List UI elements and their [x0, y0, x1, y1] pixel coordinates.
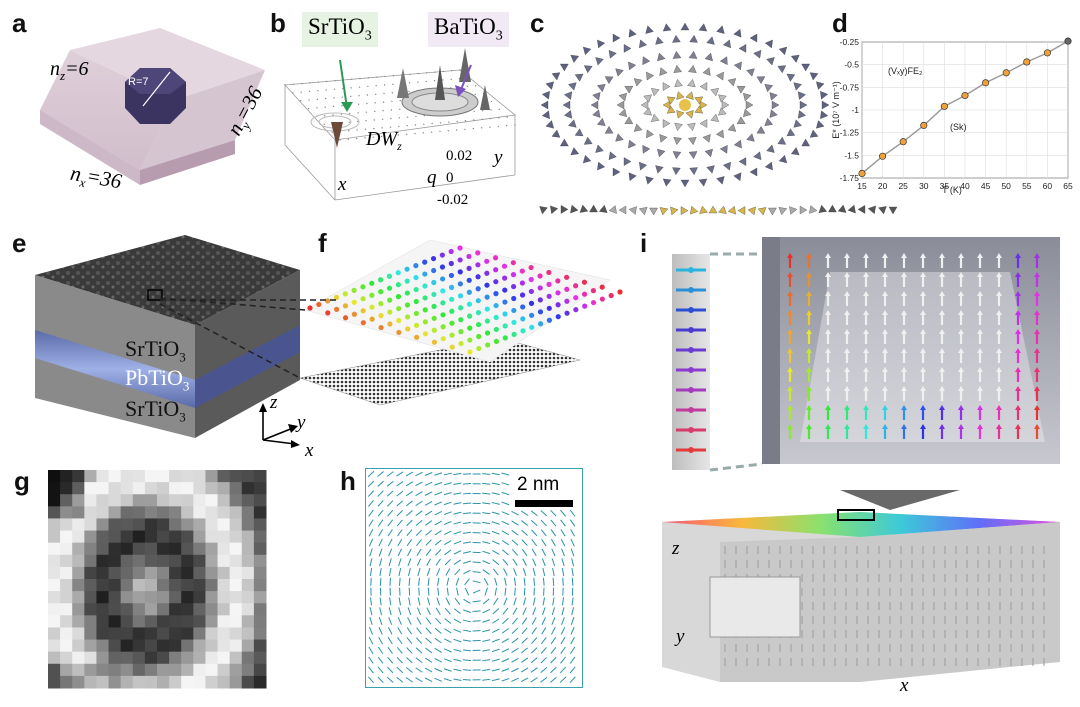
b-tick-3: -0.02: [437, 192, 469, 208]
chart-point: [940, 102, 948, 110]
chart-xtick: 15: [857, 181, 867, 191]
chart-xtick: 45: [981, 181, 991, 191]
panel-c-skyrmion: [539, 22, 898, 216]
chart-point: [899, 138, 907, 146]
panel-label-e: e: [12, 228, 27, 258]
panel-label-i: i: [640, 228, 648, 258]
chart-ytick: -0.5: [844, 60, 859, 70]
panel-label-b: b: [270, 8, 286, 38]
chart-xtick: 35: [940, 181, 950, 191]
b-q-axis: q: [427, 167, 437, 188]
chart-point: [858, 169, 866, 178]
panel-h-vector-field: [365, 468, 583, 688]
panel-a-figure: [40, 28, 265, 185]
radius-label: R=7: [128, 76, 149, 88]
scale-bar-label: 2 nm: [517, 474, 560, 496]
panel-d-chart: 15 20 25 30 35 40 45 50 55 60 65 -0.25 -0.5 -0.75 -1 -1…: [831, 37, 1073, 195]
panel-g-image: [48, 470, 267, 689]
chart-point: [961, 91, 969, 100]
chart-point: [879, 152, 887, 160]
chart-ytick: -1.5: [844, 150, 859, 160]
chart-point: [1023, 58, 1031, 66]
chart-xtick: 30: [919, 181, 929, 191]
e-axes-icon: [259, 403, 300, 448]
panel-label-a: a: [12, 8, 27, 38]
sto-top-label: SrTiO3: [125, 336, 186, 365]
chart-xtick: 20: [878, 181, 888, 191]
chart-xtick: 55: [1022, 181, 1032, 191]
panel-b-figure: [284, 48, 516, 201]
chart-point: [1064, 37, 1072, 45]
chart-xtick: 60: [1043, 181, 1053, 191]
pto-label: PbTiO3: [125, 365, 190, 394]
panel-label-c: c: [530, 8, 545, 38]
chart-ytick: -1.25: [840, 128, 860, 138]
sto-bottom-label: SrTiO3: [125, 396, 186, 425]
chart-ytick: -0.75: [840, 82, 860, 92]
chart-xtick: 40: [960, 181, 970, 191]
e-axis-y: y: [297, 412, 306, 433]
panel-label-g: g: [14, 466, 30, 496]
chart-point: [982, 79, 990, 87]
chart-ylabel: E* (10⁷ V m⁻¹): [831, 81, 841, 139]
b-tick-2: 0: [446, 170, 454, 186]
chart-ytick: -1: [851, 105, 859, 115]
chart-xtick: 25: [898, 181, 908, 191]
chart-annotation-sk: (Sk): [950, 122, 967, 132]
panel-label-f: f: [318, 228, 327, 258]
chart-xtick: 50: [1001, 181, 1011, 191]
panel-e-heterostructure: [35, 235, 300, 438]
dwz-label: DWz: [366, 128, 402, 153]
panel-label-h: h: [340, 466, 356, 496]
i-axis-z: z: [672, 538, 680, 559]
chart-point: [1043, 49, 1051, 57]
nz-label: nz=6: [50, 58, 89, 83]
panel-label-d: d: [832, 8, 848, 38]
chart-ytick: -0.25: [840, 37, 860, 47]
i-axis-x: x: [900, 675, 909, 696]
chart-annotation-fe: (Vₓy)FE₂: [888, 66, 923, 76]
chart-ytick: -1.75: [840, 173, 860, 183]
srtio3-label: SrTiO3: [302, 12, 378, 47]
chart-xtick: 65: [1063, 181, 1073, 191]
panel-f-polar-texture: [160, 239, 623, 406]
b-x-axis: x: [338, 174, 347, 195]
e-axis-z: z: [270, 392, 278, 413]
panel-i-figure: [662, 237, 1060, 682]
chart-point: [920, 121, 928, 129]
i-axis-y: y: [676, 626, 685, 647]
b-y-axis: y: [494, 147, 503, 168]
e-axis-x: x: [305, 440, 314, 461]
chart-point: [1002, 69, 1010, 77]
b-tick-1: 0.02: [446, 148, 473, 164]
batio3-label: BaTiO3: [428, 12, 509, 47]
chart-xlabel: T (K): [942, 185, 962, 195]
